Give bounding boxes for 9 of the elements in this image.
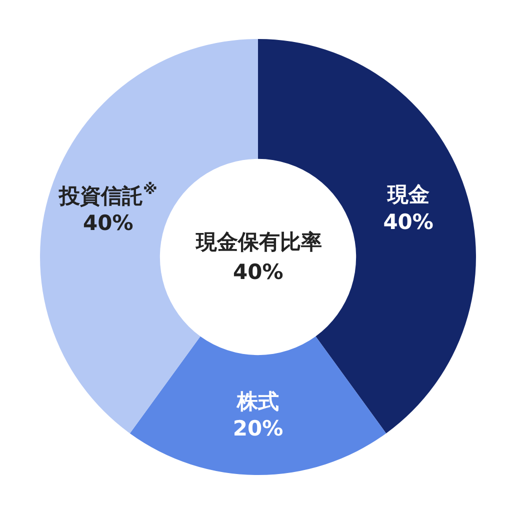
slice-label: 投資信託$^{※}$ bbox=[58, 181, 158, 208]
text: 現金保有比率 bbox=[195, 230, 322, 254]
slice-label: 株式 bbox=[236, 389, 279, 414]
slice-label: 現金 bbox=[386, 182, 430, 207]
data-label: 40% bbox=[383, 210, 434, 234]
data-label: 40% bbox=[83, 211, 134, 236]
donut-slice bbox=[130, 336, 386, 475]
text: 40% bbox=[233, 260, 284, 284]
data-label: 20% bbox=[232, 416, 284, 441]
